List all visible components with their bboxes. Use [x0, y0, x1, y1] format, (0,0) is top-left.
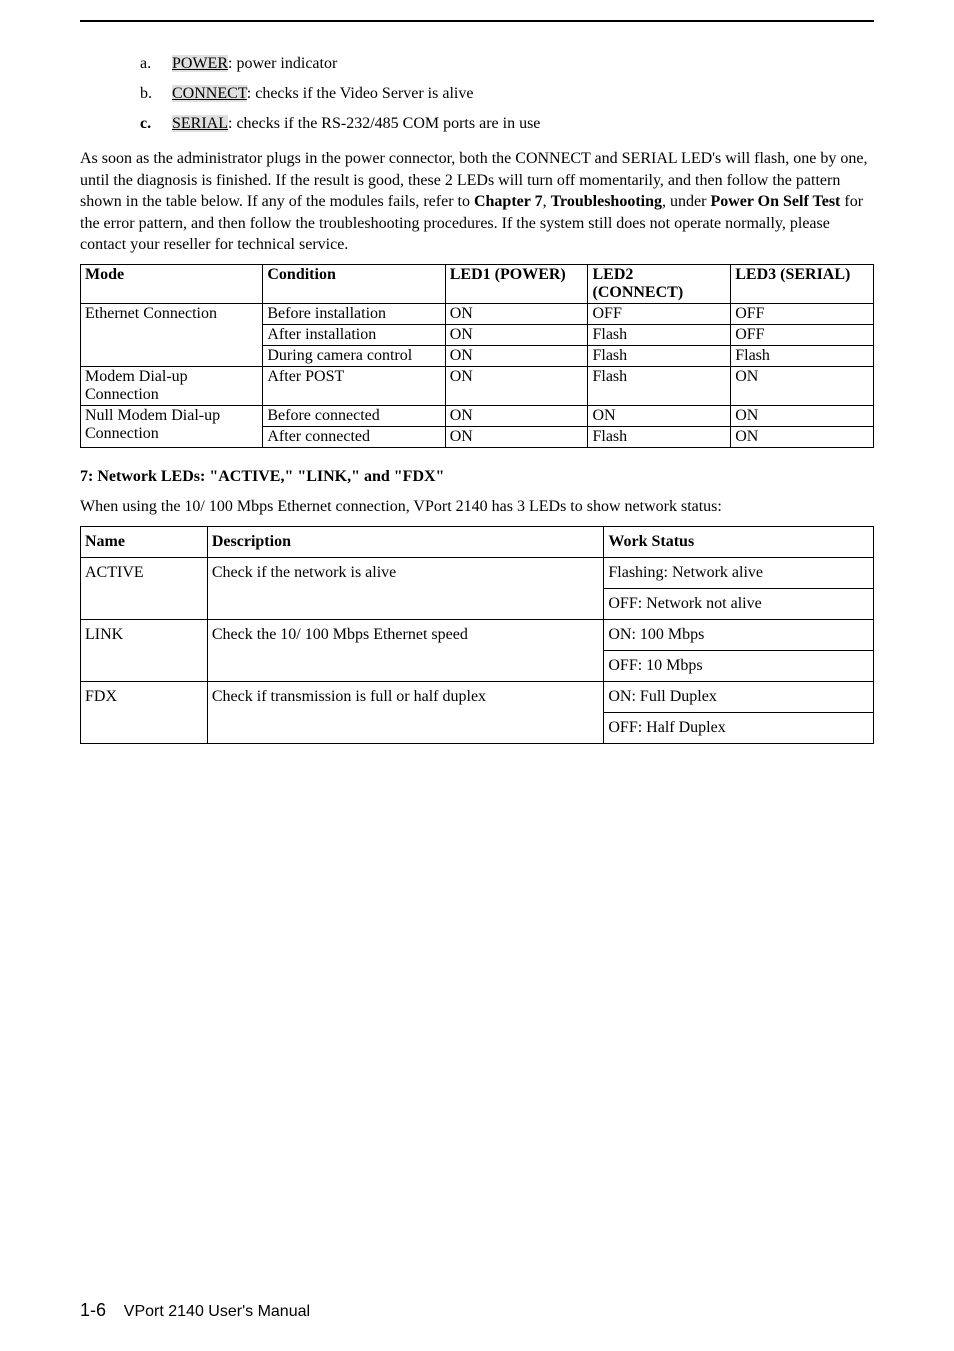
- table-row: Modem Dial-up Connection After POST ON F…: [81, 366, 874, 405]
- cell-led3: Flash: [731, 345, 874, 366]
- para-bold: Chapter 7: [474, 193, 543, 210]
- cell-led1: ON: [445, 405, 588, 426]
- cell-condition: Before installation: [263, 303, 445, 324]
- section-heading: 7: Network LEDs: "ACTIVE," "LINK," and "…: [80, 468, 874, 486]
- th-desc: Description: [207, 526, 604, 557]
- page-number: 1-6: [80, 1300, 106, 1320]
- para-seg: , under: [662, 193, 710, 210]
- cell-name: ACTIVE: [81, 557, 208, 619]
- cell-work: OFF: Network not alive: [604, 588, 874, 619]
- cell-led3: ON: [731, 405, 874, 426]
- cell-led1: ON: [445, 303, 588, 324]
- cell-condition: After installation: [263, 324, 445, 345]
- th-led1: LED1 (POWER): [445, 264, 588, 303]
- para-bold: Troubleshooting: [551, 193, 662, 210]
- cell-desc: Check the 10/ 100 Mbps Ethernet speed: [207, 619, 604, 681]
- list-marker: a.: [140, 52, 168, 76]
- cell-condition: During camera control: [263, 345, 445, 366]
- manual-title: VPort 2140 User's Manual: [124, 1303, 310, 1320]
- cell-led3: OFF: [731, 324, 874, 345]
- cell-name: FDX: [81, 681, 208, 743]
- cell-led2: Flash: [588, 345, 731, 366]
- list-term: POWER: [172, 55, 228, 72]
- cell-mode: Ethernet Connection: [81, 303, 263, 366]
- list-term: CONNECT: [172, 85, 247, 102]
- table-row: LINK Check the 10/ 100 Mbps Ethernet spe…: [81, 619, 874, 650]
- cell-mode: Modem Dial-up Connection: [81, 366, 263, 405]
- table-row: FDX Check if transmission is full or hal…: [81, 681, 874, 712]
- cell-led3: ON: [731, 426, 874, 447]
- cell-led2: Flash: [588, 324, 731, 345]
- table-header-row: Name Description Work Status: [81, 526, 874, 557]
- cell-desc: Check if the network is alive: [207, 557, 604, 619]
- cell-led2: Flash: [588, 426, 731, 447]
- cell-led2: OFF: [588, 303, 731, 324]
- intro-paragraph: As soon as the administrator plugs in th…: [80, 148, 874, 256]
- list-item: c. SERIAL: checks if the RS-232/485 COM …: [140, 112, 874, 136]
- page-footer: 1-6 VPort 2140 User's Manual: [80, 1300, 310, 1321]
- cell-condition: After connected: [263, 426, 445, 447]
- list-rest: : power indicator: [228, 55, 337, 72]
- cell-led3: ON: [731, 366, 874, 405]
- network-leds-table: Name Description Work Status ACTIVE Chec…: [80, 526, 874, 744]
- th-name: Name: [81, 526, 208, 557]
- list-marker: b.: [140, 82, 168, 106]
- top-rule: [80, 20, 874, 22]
- para-bold: Power On Self Test: [710, 193, 840, 210]
- cell-led1: ON: [445, 345, 588, 366]
- cell-led1: ON: [445, 426, 588, 447]
- table-row: ACTIVE Check if the network is alive Fla…: [81, 557, 874, 588]
- list-marker: c.: [140, 112, 168, 136]
- th-condition: Condition: [263, 264, 445, 303]
- list-item: b. CONNECT: checks if the Video Server i…: [140, 82, 874, 106]
- cell-condition: Before connected: [263, 405, 445, 426]
- table-row: Ethernet Connection Before installation …: [81, 303, 874, 324]
- section-paragraph: When using the 10/ 100 Mbps Ethernet con…: [80, 496, 874, 518]
- para-seg: ,: [543, 193, 551, 210]
- th-mode: Mode: [81, 264, 263, 303]
- cell-work: Flashing: Network alive: [604, 557, 874, 588]
- list-rest: : checks if the RS-232/485 COM ports are…: [228, 115, 540, 132]
- cell-work: ON: 100 Mbps: [604, 619, 874, 650]
- cell-work: ON: Full Duplex: [604, 681, 874, 712]
- cell-condition: After POST: [263, 366, 445, 405]
- cell-led2: Flash: [588, 366, 731, 405]
- th-work: Work Status: [604, 526, 874, 557]
- cell-desc: Check if transmission is full or half du…: [207, 681, 604, 743]
- list-rest: : checks if the Video Server is alive: [247, 85, 474, 102]
- th-led2: LED2 (CONNECT): [588, 264, 731, 303]
- cell-led1: ON: [445, 324, 588, 345]
- cell-led2: ON: [588, 405, 731, 426]
- indicator-list: a. POWER: power indicator b. CONNECT: ch…: [140, 52, 874, 136]
- cell-work: OFF: 10 Mbps: [604, 650, 874, 681]
- list-term: SERIAL: [172, 115, 228, 132]
- cell-name: LINK: [81, 619, 208, 681]
- cell-mode: Null Modem Dial-up Connection: [81, 405, 263, 447]
- cell-led3: OFF: [731, 303, 874, 324]
- list-item: a. POWER: power indicator: [140, 52, 874, 76]
- cell-led1: ON: [445, 366, 588, 405]
- th-led3: LED3 (SERIAL): [731, 264, 874, 303]
- table-row: Null Modem Dial-up Connection Before con…: [81, 405, 874, 426]
- table-header-row: Mode Condition LED1 (POWER) LED2 (CONNEC…: [81, 264, 874, 303]
- cell-work: OFF: Half Duplex: [604, 712, 874, 743]
- led-patterns-table: Mode Condition LED1 (POWER) LED2 (CONNEC…: [80, 264, 874, 448]
